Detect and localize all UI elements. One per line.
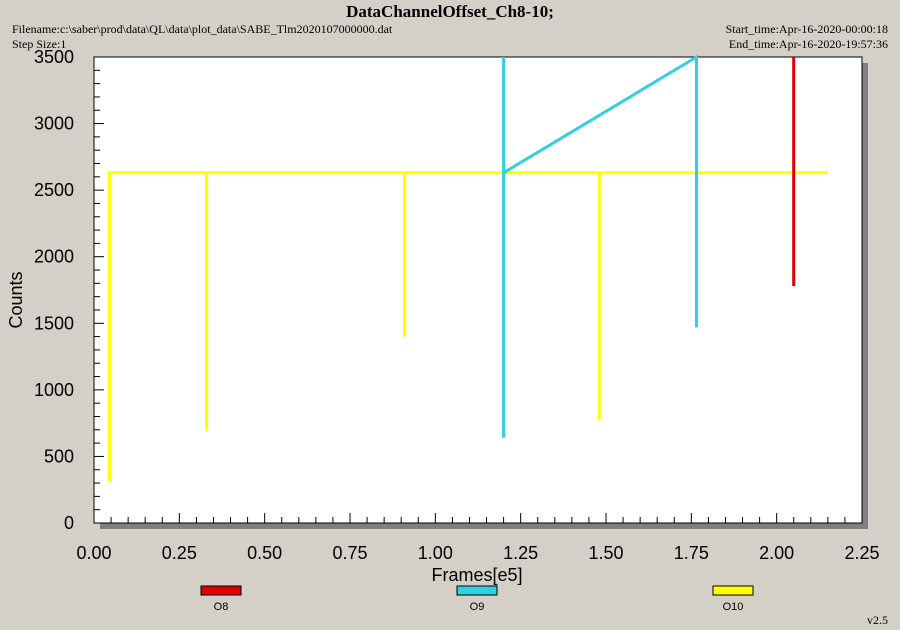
- y-tick-label: 3500: [34, 47, 74, 67]
- y-axis-label: Counts: [6, 271, 26, 328]
- x-tick-label: 0.00: [76, 543, 111, 563]
- x-tick-label: 0.50: [247, 543, 282, 563]
- legend-label-o10: O10: [723, 601, 744, 613]
- chart-title: DataChannelOffset_Ch8-10;: [346, 2, 554, 21]
- y-tick-label: 1500: [34, 313, 74, 333]
- x-tick-label: 2.25: [844, 543, 879, 563]
- end-time-label: End_time:Apr-16-2020-19:57:36: [728, 37, 888, 51]
- series-line-o9: [502, 54, 698, 438]
- plot-area: [93, 56, 863, 524]
- step-size-label: Step Size:1: [12, 37, 67, 51]
- x-tick-label: 2.00: [759, 543, 794, 563]
- series-layer: [107, 54, 828, 482]
- legend-swatch-o8: [200, 585, 242, 596]
- legend: O8 O9 O10: [200, 585, 754, 613]
- start-time-label: Start_time:Apr-16-2020-00:00:18: [725, 22, 888, 36]
- legend-label-o8: O8: [214, 601, 229, 613]
- y-tick-label: 2500: [34, 180, 74, 200]
- y-tick-label: 3000: [34, 114, 74, 134]
- y-tick-label: 500: [44, 446, 74, 466]
- version-label: v2.5: [867, 613, 888, 627]
- legend-label-o9: O9: [470, 601, 485, 613]
- legend-swatch-o9: [456, 585, 498, 596]
- y-tick-label: 0: [64, 513, 74, 533]
- x-tick-label: 1.50: [588, 543, 623, 563]
- x-tick-label: 1.75: [674, 543, 709, 563]
- legend-swatch-o10: [712, 585, 754, 596]
- series-line-o10: [107, 171, 828, 482]
- x-tick-label: 1.00: [418, 543, 453, 563]
- axis-layer: 0.00 0.25 0.50 0.75 1.00 1.25 1.50 1.75 2.00 2.25…: [34, 47, 880, 563]
- y-tick-label: 2000: [34, 247, 74, 267]
- x-axis-label: Frames[e5]: [431, 565, 522, 585]
- x-tick-label: 0.75: [332, 543, 367, 563]
- x-tick-label: 0.25: [162, 543, 197, 563]
- x-tick-label: 1.25: [503, 543, 538, 563]
- y-tick-label: 1000: [34, 380, 74, 400]
- filename-label: Filename:c:\saber\prod\data\QL\data\plot…: [12, 22, 393, 36]
